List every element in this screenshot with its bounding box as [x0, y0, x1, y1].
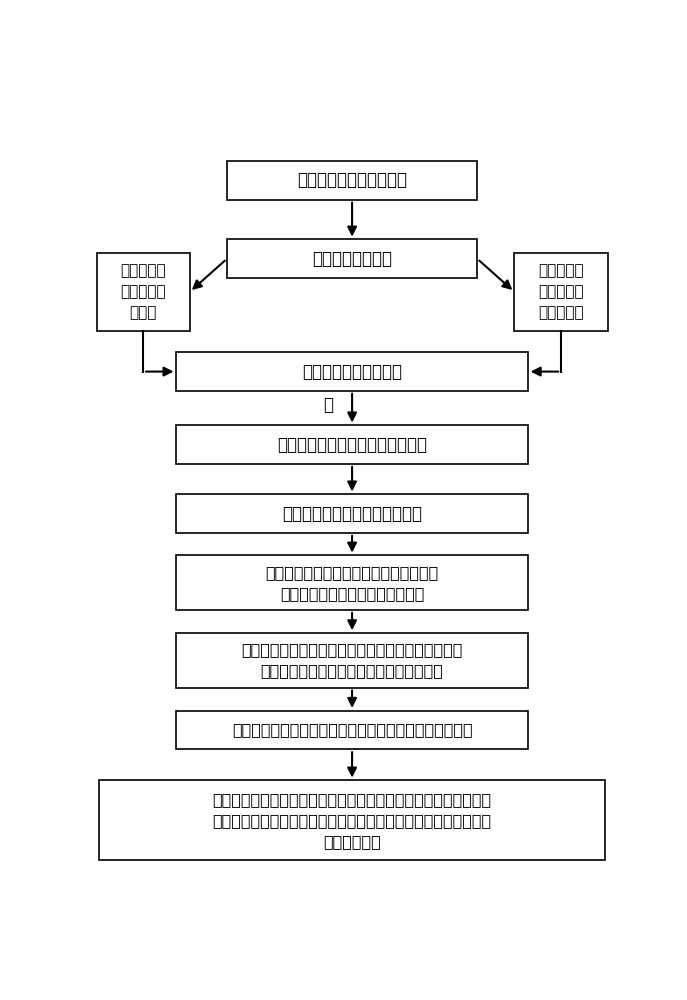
Bar — [177, 425, 528, 464]
Text: 将所需的回家时间与本次烹饪所需时间进
行比较，得出烹饪电器的启动时间: 将所需的回家时间与本次烹饪所需时间进 行比较，得出烹饪电器的启动时间 — [265, 565, 439, 601]
Bar — [227, 239, 477, 278]
Text: 获取刷卡时间、刷卡地点: 获取刷卡时间、刷卡地点 — [297, 171, 407, 189]
Bar — [177, 711, 528, 749]
Bar — [177, 633, 528, 688]
Bar — [515, 253, 608, 331]
Bar — [177, 352, 528, 391]
Text: 云端服务器获取本次烹饪所需时间: 云端服务器获取本次烹饪所需时间 — [277, 436, 427, 454]
Bar — [99, 780, 605, 860]
Text: 在到达烹饪电器启动时间时，云端服务器通过网络发
送启动指令至烹饪电器，烹饪电器开始工作: 在到达烹饪电器启动时间时，云端服务器通过网络发 送启动指令至烹饪电器，烹饪电器开… — [241, 642, 463, 678]
Text: 发送至云端服务器: 发送至云端服务器 — [312, 250, 392, 268]
Bar — [227, 161, 477, 200]
Bar — [177, 494, 528, 533]
Text: 将烹饪电器的响应情况传输至用户的指定设备以告知用户: 将烹饪电器的响应情况传输至用户的指定设备以告知用户 — [232, 723, 473, 738]
Bar — [96, 253, 190, 331]
Bar — [177, 555, 528, 610]
Text: 刷卡时间在
预设的烹饪
时段内: 刷卡时间在 预设的烹饪 时段内 — [120, 263, 166, 320]
Text: 是: 是 — [323, 396, 333, 414]
Text: 刷卡时间不
在在预设的
烹饪时段内: 刷卡时间不 在在预设的 烹饪时段内 — [538, 263, 584, 320]
Text: 在用户变更行程时，用户通过用户的指定设备发送指令至云端服务
器，云端服务器发送中止指令至烹饪电器，至用户再刷卡乘车时，
重复上述动作: 在用户变更行程时，用户通过用户的指定设备发送指令至云端服务 器，云端服务器发送中… — [212, 792, 492, 849]
Text: 询问用户是否确认烹饪: 询问用户是否确认烹饪 — [302, 363, 402, 381]
Text: 云端服务器计算所需的回家时间: 云端服务器计算所需的回家时间 — [282, 505, 422, 523]
